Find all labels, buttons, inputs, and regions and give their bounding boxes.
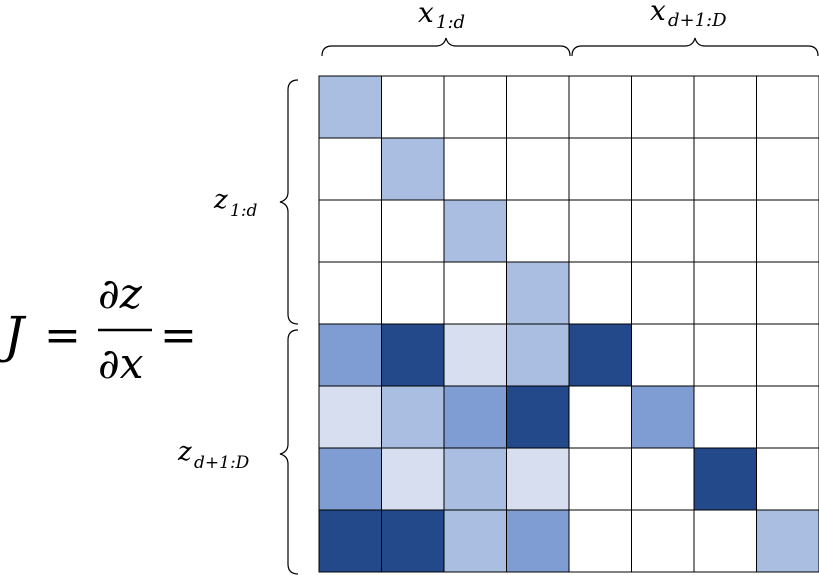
matrix-cell: [506, 385, 570, 449]
jacobian-equation: J = ∂z ∂x =: [0, 269, 197, 388]
matrix-cell: [631, 447, 695, 511]
matrix-cell: [568, 137, 632, 201]
matrix-cell: [506, 323, 570, 387]
matrix-cell: [318, 323, 382, 387]
matrix-cell: [756, 261, 819, 325]
matrix-cell: [443, 75, 507, 139]
column-label-base: x: [650, 0, 666, 27]
matrix-cell: [631, 509, 695, 573]
column-label-base: x: [418, 0, 434, 29]
row-brace-d1-D: [279, 329, 299, 575]
matrix-cell: [756, 323, 819, 387]
matrix-cell: [693, 261, 757, 325]
matrix-cell: [443, 137, 507, 201]
matrix-cell: [693, 323, 757, 387]
equation-numerator: ∂z: [98, 269, 143, 318]
matrix-cell: [568, 385, 632, 449]
matrix-cell: [443, 323, 507, 387]
matrix-cell: [506, 509, 570, 573]
matrix-cell: [568, 323, 632, 387]
matrix-cell: [756, 385, 819, 449]
matrix-cell: [568, 447, 632, 511]
matrix-cell: [381, 509, 445, 573]
matrix-cell: [693, 509, 757, 573]
matrix-cell: [381, 75, 445, 139]
matrix-cell: [381, 261, 445, 325]
matrix-cell: [756, 509, 819, 573]
matrix-cell: [381, 323, 445, 387]
column-brace-d1-D: [571, 37, 819, 57]
matrix-cell: [318, 261, 382, 325]
row-label-z-d1-D: z d+1:D: [177, 437, 250, 473]
matrix-cell: [443, 199, 507, 263]
matrix-cell: [693, 447, 757, 511]
equation-equals: =: [44, 310, 81, 361]
matrix-cell: [506, 261, 570, 325]
matrix-cell: [506, 447, 570, 511]
matrix-cell: [756, 447, 819, 511]
matrix-cell: [318, 199, 382, 263]
matrix-cell: [693, 385, 757, 449]
matrix-cell: [568, 199, 632, 263]
matrix-cell: [568, 75, 632, 139]
matrix-cell: [443, 509, 507, 573]
matrix-cell: [381, 447, 445, 511]
matrix-cell: [318, 385, 382, 449]
matrix-cell: [693, 137, 757, 201]
matrix-cell: [443, 385, 507, 449]
row-label-base: z: [213, 185, 228, 215]
matrix-cell: [756, 75, 819, 139]
column-label-x-d1-D: x d+1:D: [650, 0, 727, 31]
matrix-cell: [318, 509, 382, 573]
row-brace-1-d: [279, 79, 299, 325]
matrix-cell: [631, 323, 695, 387]
jacobian-matrix: [318, 75, 819, 573]
matrix-cell: [631, 137, 695, 201]
column-label-sub: d+1:D: [668, 10, 727, 31]
matrix-cell: [506, 199, 570, 263]
row-label-sub: 1:d: [230, 201, 258, 221]
row-label-z-1-d: z 1:d: [213, 185, 258, 221]
row-label-sub: d+1:D: [194, 453, 250, 473]
matrix-cell: [318, 137, 382, 201]
row-label-base: z: [177, 437, 192, 467]
equation-lhs: J: [0, 306, 27, 364]
column-label-sub: 1:d: [436, 12, 465, 33]
matrix-cell: [756, 199, 819, 263]
matrix-cell: [693, 199, 757, 263]
equation-denominator: ∂x: [98, 339, 144, 388]
column-label-x-1-d: x 1:d: [418, 0, 465, 33]
matrix-cell: [568, 509, 632, 573]
matrix-cell: [318, 447, 382, 511]
matrix-cell: [381, 199, 445, 263]
matrix-cell: [506, 75, 570, 139]
matrix-cell: [381, 137, 445, 201]
equation-equals-2: =: [160, 310, 197, 361]
matrix-cell: [631, 261, 695, 325]
matrix-cell: [756, 137, 819, 201]
matrix-cell: [318, 75, 382, 139]
matrix-cell: [443, 261, 507, 325]
matrix-cell: [693, 75, 757, 139]
matrix-cell: [631, 199, 695, 263]
matrix-cell: [443, 447, 507, 511]
column-brace-1-d: [321, 37, 571, 57]
matrix-cell: [381, 385, 445, 449]
matrix-cell: [631, 385, 695, 449]
matrix-cell: [506, 137, 570, 201]
matrix-cell: [631, 75, 695, 139]
matrix-cell: [568, 261, 632, 325]
